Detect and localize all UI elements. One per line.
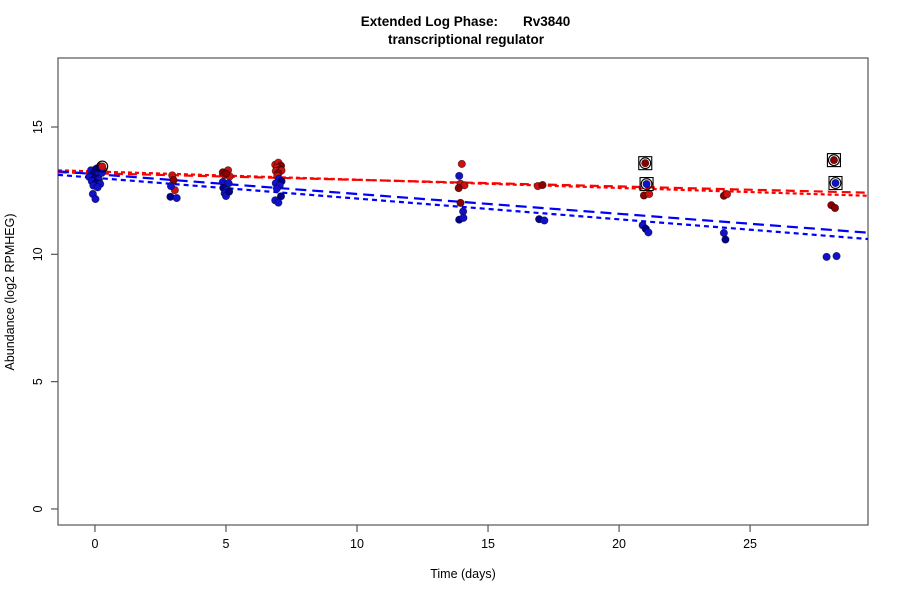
data-point-blue-condition [540,216,549,225]
data-point-blue-condition [274,198,283,207]
outlier-circle-marker [640,178,653,190]
outlier-data-point [98,162,107,171]
y-tick-label: 15 [31,120,45,134]
outlier-data-point [829,156,838,165]
x-tick-label: 10 [350,537,364,551]
chart-layer: 0 5 10 15 20 25 0 5 10 15 [31,57,869,551]
x-axis-label: Time (days) [430,567,496,581]
data-point-blue-condition [172,193,181,203]
y-tick-label: 0 [31,505,45,512]
data-point-blue-condition [832,252,841,261]
x-tick-label: 15 [481,537,495,551]
plot-title-gene: Rv3840 [523,14,570,29]
data-point-blue-condition [225,187,234,196]
y-tick-label: 10 [31,247,45,261]
plot-box [57,57,869,526]
plot-title-line2: transcriptional regulator [388,32,545,47]
y-tick-label: 5 [31,378,45,385]
plot-title-part1: Extended Log Phase: [361,14,498,29]
outlier-square-marker [828,175,843,191]
outlier-circle-marker [829,177,842,189]
data-point-blue-condition [644,228,653,237]
x-tick-label: 0 [91,537,98,551]
data-point-blue-condition [93,183,102,192]
outlier-circle-marker [639,157,652,170]
data-point-red-condition [722,190,732,199]
data-point-blue-condition [272,184,281,193]
trend-line-blue-fit-2 [57,173,869,241]
outlier-square-marker [638,156,653,171]
data-point-blue-condition [166,182,175,191]
data-point-red-condition [645,189,654,199]
data-point-red-condition [454,184,463,193]
outlier-data-point [831,178,840,188]
data-point-blue-condition [459,213,468,222]
x-tick-label: 5 [222,537,229,551]
outlier-data-point [642,179,651,189]
trend-line-red-fit-1 [57,171,869,194]
data-point-red-condition [456,198,465,207]
data-point-red-condition [221,169,231,178]
outlier-square-marker [639,176,654,192]
data-point-blue-condition [719,228,728,237]
data-point-red-condition [538,181,547,190]
data-point-red-condition [830,203,840,213]
trend-line-red-fit-2 [57,169,869,197]
x-tick-label: 20 [612,537,626,551]
outlier-square-marker [826,153,841,168]
outlier-circle-marker [827,154,840,167]
x-tick-label: 25 [743,537,757,551]
data-point-blue-condition [721,235,730,244]
data-point-blue-condition [455,171,464,180]
outlier-data-point [641,159,650,168]
data-point-blue-condition [822,252,831,261]
y-axis-label: Abundance (log2 RPMHEG) [3,213,17,370]
outlier-circle-marker [96,160,109,173]
data-point-blue-condition [91,195,100,204]
data-point-red-condition [457,159,466,168]
